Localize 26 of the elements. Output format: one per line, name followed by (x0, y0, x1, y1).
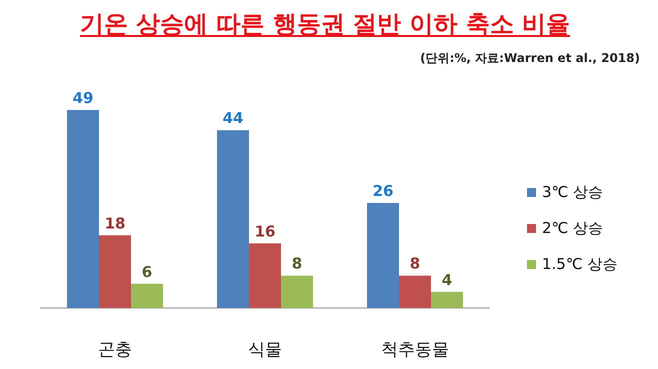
data-label: 49 (72, 89, 94, 107)
bar (217, 130, 249, 308)
bar (249, 243, 281, 308)
x-tick-label: 식물 (248, 340, 282, 360)
data-label: 26 (372, 182, 394, 200)
bar (99, 235, 131, 308)
bar (131, 284, 163, 308)
bar (67, 110, 99, 308)
bar (399, 276, 431, 308)
x-tick-label: 곤충 (98, 340, 132, 360)
data-label: 18 (104, 214, 126, 232)
bar (367, 202, 399, 308)
bar (281, 276, 313, 308)
data-label: 4 (442, 270, 452, 289)
data-label: 44 (222, 109, 244, 128)
bar (431, 292, 463, 308)
legend-label: 3℃ 상승 (542, 183, 604, 201)
chart-title: 기온 상승에 따른 행동권 절반 이하 축소 비율 (80, 10, 570, 38)
legend-label: 1.5℃ 상승 (542, 255, 618, 273)
legend-label: 2℃ 상승 (542, 219, 604, 237)
x-tick-label: 척추동물 (381, 340, 449, 360)
data-label: 8 (410, 254, 420, 273)
data-label: 16 (254, 222, 276, 240)
data-label: 8 (292, 254, 302, 273)
data-label: 6 (142, 262, 152, 281)
text: (단위:%, 자료:Warren et al., 2018) (420, 51, 640, 65)
